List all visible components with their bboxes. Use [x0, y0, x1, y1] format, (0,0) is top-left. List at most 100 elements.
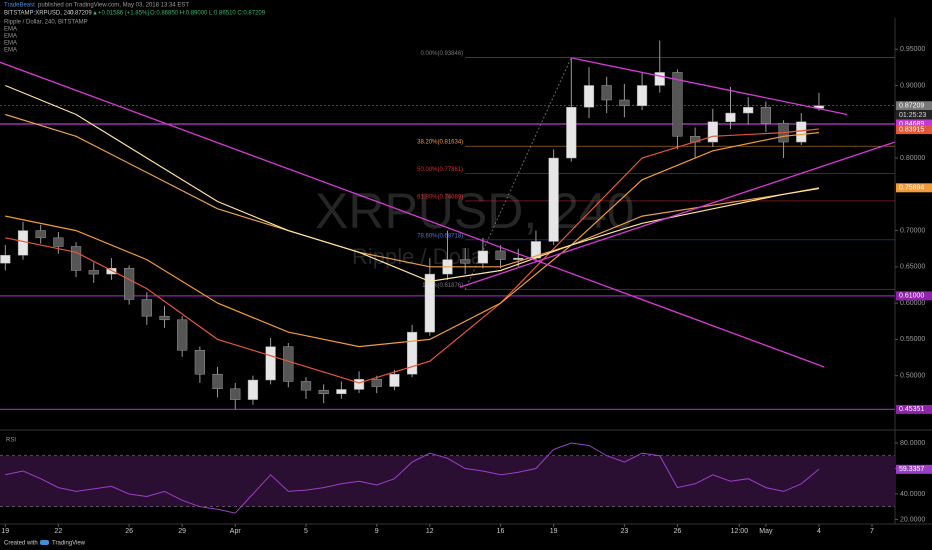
x-tick-label: 12: [426, 528, 434, 535]
candle-body: [106, 268, 117, 275]
legend-entry: EMA: [4, 34, 17, 40]
price-tag-label: 0.45351: [899, 406, 924, 413]
price-tag-label: 0.61000: [899, 293, 924, 300]
x-tick-label: 22: [54, 528, 62, 535]
candle-body: [159, 315, 170, 321]
price-tag: [896, 404, 932, 414]
legend-entry: EMA: [4, 27, 17, 33]
candle-body: [548, 157, 559, 242]
candle-body: [17, 230, 29, 256]
candle-body: [566, 106, 577, 159]
x-tick-label: 19: [550, 528, 558, 535]
price-tag-label: 0.83915: [899, 126, 924, 133]
y-tick-label: 80.0000: [900, 440, 925, 447]
y-tick-label: 0.95000: [900, 46, 925, 53]
candle-body: [0, 254, 11, 264]
x-tick-label: 9: [375, 528, 379, 535]
candle-body: [353, 379, 365, 390]
ohlc: O:0.86850 H:0.89000 L:0.86510 C:0.87209: [150, 11, 266, 17]
trend-line: [459, 141, 896, 288]
y-tick-label: 40.0000: [900, 491, 925, 498]
candle-body: [35, 230, 46, 239]
candle-body: [318, 389, 329, 395]
price-tag: [896, 125, 932, 135]
candle-body: [53, 237, 64, 247]
ema-line: [5, 128, 819, 384]
price-tag: [896, 101, 932, 111]
candle-body: [601, 85, 612, 101]
watermark: XRPUSD, 240: [315, 183, 635, 239]
fib-label: 78.60%(0.68718): [417, 233, 463, 239]
candle-body: [283, 346, 294, 382]
y-tick-label: 0.60000: [900, 300, 925, 307]
x-tick-label: 26: [674, 528, 682, 535]
candle-body: [743, 106, 754, 114]
candle-body: [654, 72, 665, 86]
x-tick-label: Apr: [230, 528, 242, 535]
candle-body: [583, 85, 595, 108]
candle-body: [247, 379, 259, 400]
ema-line: [5, 113, 820, 268]
candle-body: [265, 346, 276, 381]
x-tick-label: 23: [620, 528, 628, 535]
published: published on TradingView.com, May 03, 20…: [38, 3, 189, 9]
price-tag-label: 0.75894: [899, 185, 924, 192]
candle-body: [141, 299, 152, 317]
y-tick-label: 0.70000: [900, 227, 925, 234]
change: ▲+0.01586 (+1.85%): [92, 11, 149, 17]
candle-body: [389, 373, 400, 387]
candle-body: [460, 259, 471, 264]
candle-body: [230, 388, 241, 400]
candle-body: [672, 72, 683, 137]
candle-body: [513, 257, 524, 260]
x-tick-label: 12:00: [731, 528, 749, 535]
candle-body: [636, 85, 648, 107]
price-tag-label: 0.87209: [899, 103, 924, 110]
y-tick-label: 0.90000: [900, 82, 925, 89]
rsi-tag-label: 59.3357: [899, 466, 924, 473]
candle-body: [725, 112, 736, 122]
ema-line: [5, 84, 819, 283]
fib-label: 61.80%(0.74089): [417, 194, 463, 200]
x-tick-label: 7: [870, 528, 874, 535]
countdown: 01:25:23: [899, 112, 926, 119]
footer-brand[interactable]: TradingView: [52, 541, 86, 547]
symbol: BITSTAMP:XRPUSD, 240: [4, 11, 74, 17]
candle-body: [70, 246, 82, 271]
brand-logo: [40, 540, 49, 545]
candle-body: [194, 350, 205, 375]
x-tick-label: 19: [1, 528, 9, 535]
fib-trend: [464, 57, 572, 290]
rsi-tag: [896, 464, 932, 474]
footer-created: Created with: [4, 541, 38, 547]
x-tick-label: 16: [497, 528, 505, 535]
y-tick-label: 0.55000: [900, 336, 925, 343]
x-tick-label: 5: [304, 528, 308, 535]
candle-body: [88, 270, 99, 275]
x-tick-label: 4: [817, 528, 821, 535]
price-tag: [896, 119, 932, 129]
rsi-title: RSI: [6, 438, 16, 444]
candle-body: [707, 121, 718, 143]
rsi-band: [0, 455, 895, 507]
y-tick-label: 0.65000: [900, 264, 925, 271]
candle-body: [300, 381, 312, 391]
price-tag-label: 0.84689: [899, 121, 924, 128]
ema-line: [5, 132, 819, 348]
candle-body: [124, 268, 135, 300]
x-tick-label: 26: [125, 528, 133, 535]
candle-body: [477, 250, 488, 264]
publisher[interactable]: TradeBeast: [4, 3, 35, 9]
chart-title: Ripple / Dollar, 240, BITSTAMP: [4, 20, 88, 26]
x-tick-label: 29: [178, 528, 186, 535]
candle-body: [336, 389, 347, 395]
legend-entry: EMA: [4, 48, 17, 54]
candle-body: [424, 273, 435, 333]
last-price: 0.87209: [70, 11, 92, 17]
price-tag: [896, 183, 932, 193]
candle-body: [760, 106, 771, 124]
price-tag: [896, 291, 932, 301]
candle-body: [495, 250, 506, 260]
